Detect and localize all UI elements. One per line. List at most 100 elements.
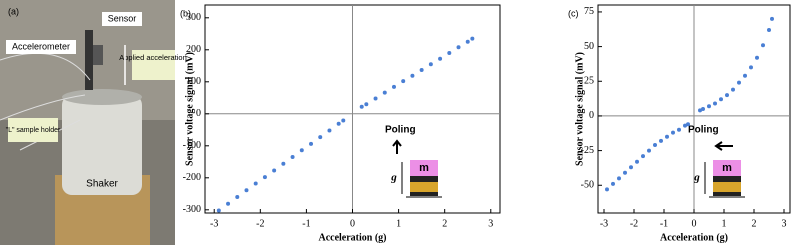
x-tick-label: 1 [722,218,727,229]
x-axis-label: Acceleration (g) [660,232,728,243]
point [359,104,364,109]
point [683,123,687,128]
point [465,39,470,44]
photo-shaker-top [62,89,142,105]
point [410,73,415,78]
inset-gravity: g [390,172,397,184]
label-box [8,118,58,142]
photo-label: Applied acceleration [119,53,187,62]
y-tick-label: -25 [581,145,594,156]
x-tick-label: -2 [256,218,264,229]
chart: -3 -2 -1 0 1 2 3 -50 -25 0 25 50 75 Acceleration (g) S… [568,4,791,243]
point [761,43,765,48]
y-tick-label: 100 [186,76,201,87]
point [309,141,314,146]
y-tick-label: 200 [186,44,201,55]
point [272,168,277,173]
y-tick-label: 0 [589,110,594,121]
point [364,102,369,107]
point [318,135,323,140]
photo-shaker [62,95,142,195]
x-tick-label: 2 [442,218,447,229]
x-tick-label: 0 [350,218,355,229]
x-tick-label: -1 [660,218,668,229]
x-tick-label: 3 [782,218,787,229]
photo-label: Sensor [108,13,137,23]
point [725,93,729,98]
y-tick-label: 300 [186,12,201,23]
label-box [132,50,175,80]
point [665,134,669,139]
point [737,80,741,85]
inset-mass: m [722,162,732,174]
point [749,65,753,70]
x-tick-label: -3 [210,218,218,229]
piezo [410,182,438,192]
point [698,108,702,113]
y-tick-label: 25 [584,76,594,87]
piezo [410,176,438,182]
point [623,170,627,175]
point [659,138,663,143]
photo-sensor [93,45,103,65]
point [299,148,304,153]
y-tick-label: 75 [584,6,594,17]
point [701,107,705,111]
point [713,101,717,106]
point [341,118,346,123]
piezo [713,176,741,182]
x-tick-label: -2 [630,218,638,229]
point [686,122,690,127]
x-tick-label: -3 [600,218,608,229]
poling-arrow [714,141,733,151]
point [290,155,295,159]
y-tick-label: -100 [183,140,201,151]
point [605,187,609,192]
x-tick-label: -1 [302,218,310,229]
point [262,175,267,180]
label-box [6,40,76,54]
point [707,104,711,109]
inset-poling: Poling [688,125,719,136]
point [617,176,621,181]
panel-label: (c) [568,8,579,18]
piezo [713,182,741,192]
point [767,27,771,32]
piezo [713,192,741,196]
point [456,45,461,50]
point [743,73,747,78]
point [428,62,433,67]
point [373,96,378,101]
point [419,67,424,72]
point [235,195,240,199]
y-tick-label: -200 [183,172,201,183]
point [677,127,681,132]
inset-mass: m [419,162,429,174]
point [635,159,639,164]
panel-label: (a) [8,6,19,16]
point [438,56,443,61]
photo-label-text: Applied acceleration [119,53,187,62]
inset-poling: Poling [385,125,416,136]
photo-label: Accelerometer [12,41,70,51]
point [327,128,332,133]
x-tick-label: 3 [488,218,493,229]
y-tick-label: -50 [581,180,594,191]
x-axis-label: Acceleration (g) [318,232,386,243]
point [770,16,774,21]
point [281,161,286,166]
panel-label: (b) [180,8,191,18]
point [447,51,452,55]
point [216,208,221,213]
y-axis-label: Sensor voltage signal (mV) [184,52,195,166]
chart: -3 -2 -1 0 1 2 3 -300 -200 -100 0 100 200 300 Accelera… [180,4,501,243]
point [653,143,657,148]
y-axis-label: Sensor voltage signal (mV) [574,52,585,166]
mass [713,160,741,176]
photo-label: Shaker [86,179,118,190]
point [253,181,258,186]
x-tick-label: 2 [752,218,757,229]
label-box [102,12,142,26]
photo-label: "L" sample holder [6,127,61,134]
